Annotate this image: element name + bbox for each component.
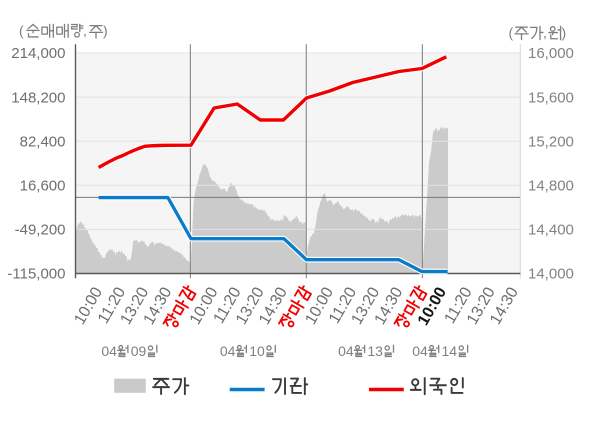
svg-text:): ) <box>562 25 567 41</box>
svg-text:14,800: 14,800 <box>528 178 574 195</box>
svg-text:10: 10 <box>249 343 265 359</box>
svg-text:09: 09 <box>131 343 147 359</box>
svg-text:148,200: 148,200 <box>11 89 65 106</box>
svg-text:04: 04 <box>338 343 354 359</box>
svg-text:(: ( <box>19 23 24 39</box>
svg-text:(: ( <box>509 25 514 41</box>
svg-text:13: 13 <box>367 343 383 359</box>
svg-text:14,400: 14,400 <box>528 222 574 239</box>
svg-text:): ) <box>103 23 108 39</box>
svg-text:15,600: 15,600 <box>528 89 574 106</box>
svg-text:16,600: 16,600 <box>20 178 66 195</box>
svg-text:04: 04 <box>220 343 236 359</box>
svg-text:82,400: 82,400 <box>20 133 66 150</box>
svg-text:14: 14 <box>442 343 458 359</box>
svg-text:-49,200: -49,200 <box>15 222 66 239</box>
svg-text:04: 04 <box>101 343 117 359</box>
svg-text:16,000: 16,000 <box>528 45 574 62</box>
svg-text:,: , <box>543 25 547 41</box>
svg-text:14,000: 14,000 <box>528 266 574 283</box>
svg-text:15,200: 15,200 <box>528 133 574 150</box>
svg-text:-115,000: -115,000 <box>7 266 65 283</box>
svg-text:214,000: 214,000 <box>11 45 65 62</box>
svg-text:,: , <box>83 23 87 39</box>
svg-text:04: 04 <box>412 343 428 359</box>
